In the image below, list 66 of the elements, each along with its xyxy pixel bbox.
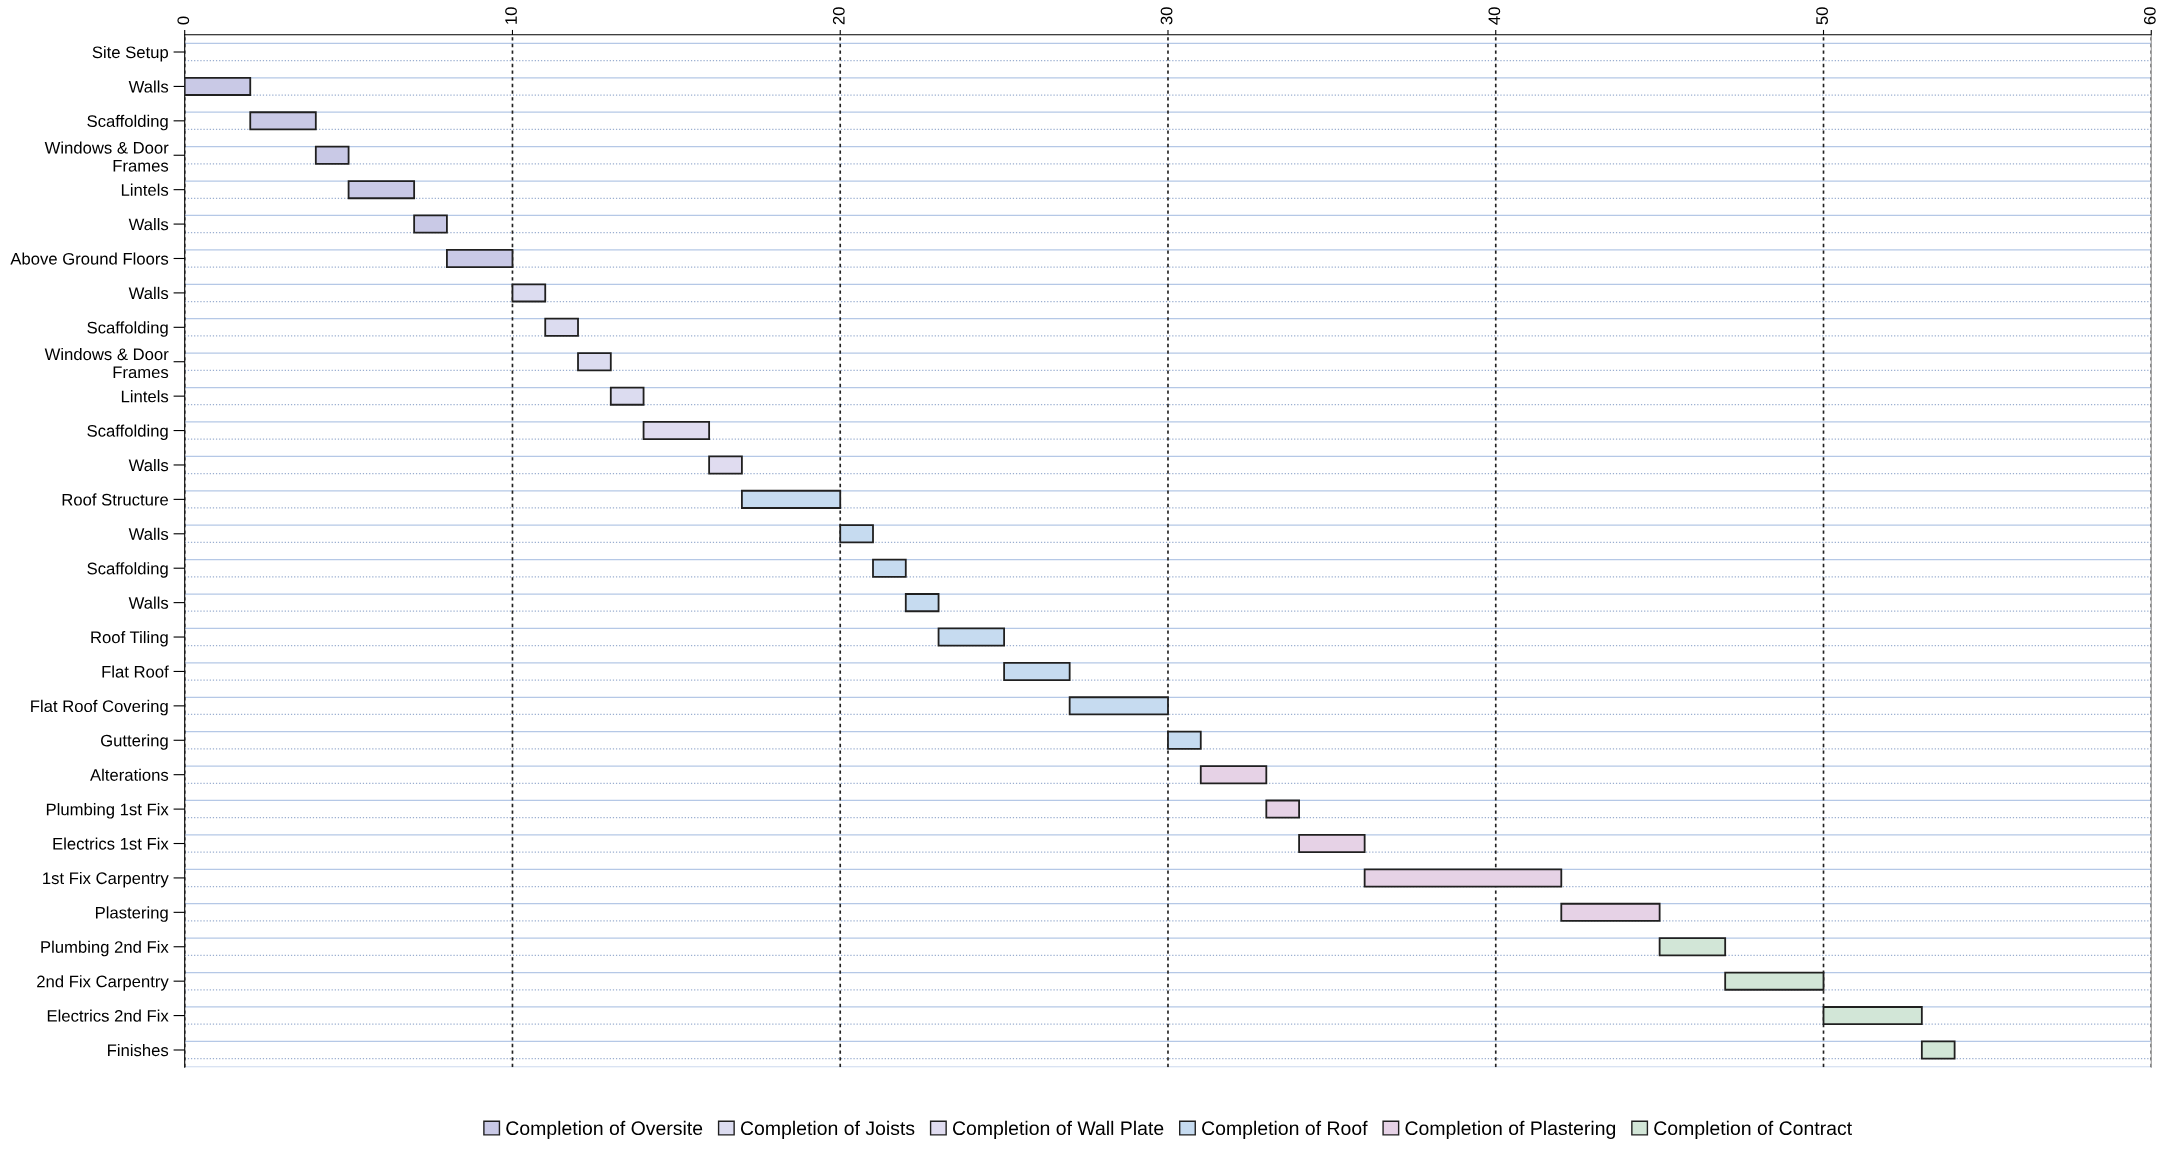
y-tick-label: Roof Tiling [91,630,168,647]
bar [577,352,612,372]
y-tick-label: Walls [128,596,169,609]
y-tick-label: Walls [128,286,169,300]
y-tick-label: Scaffolding [87,562,168,578]
legend-label: Completion of Oversite [506,1120,703,1139]
y-tick-label: Windows & Door Frames [44,347,169,379]
bar [249,111,317,131]
y-tick-label: Walls [128,458,169,472]
y-tick-label: Walls [128,218,169,231]
bar [904,593,940,613]
y-tick-label: Alterations [90,768,169,781]
bar [1298,834,1366,854]
y-tick-label: Scaffolding [87,114,168,131]
bar [1199,765,1268,785]
y-tick-label: Lintels [121,183,169,196]
y-tick-label: Guttering [101,734,168,750]
bar [413,214,448,234]
y-tick-label: Roof Structure [62,493,168,506]
legend-label: Completion of Joists [740,1120,915,1139]
bar [1265,799,1300,819]
y-tick-label: Scaffolding [87,424,168,441]
y-tick-label: Flat Roof Covering [31,699,168,716]
y-tick-label: Plumbing 1st Fix [46,803,169,819]
y-tick-label: Lintels [121,390,169,403]
y-tick-label: 2nd Fix Carpentry [37,975,169,991]
x-tick-label: 30 [1160,7,1173,25]
x-tick-label: 0 [177,16,190,25]
bar [314,145,350,165]
bar [511,283,547,303]
bar [347,180,416,200]
y-tick-label: Walls [128,527,169,540]
bar [446,248,514,268]
y-tick-label: Electrics 2nd Fix [47,1009,169,1022]
bar [1068,696,1169,716]
x-tick-label: 20 [832,7,845,25]
y-tick-label: Plumbing 2nd Fix [41,940,169,957]
x-tick-label: 50 [1816,7,1828,25]
bar [708,455,743,475]
bar [1658,937,1727,957]
legend-label: Completion of Wall Plate [952,1120,1164,1139]
y-tick-label: 1st Fix Carpentry [43,871,169,888]
bar [872,558,907,578]
bar [1003,661,1071,681]
legend-label: Completion of Roof [1202,1120,1368,1139]
bar [609,386,645,406]
legend-label: Completion of Plastering [1405,1120,1616,1139]
y-tick-label: Scaffolding [87,321,168,337]
bar [740,489,842,509]
bar [937,627,1006,647]
y-tick-label: Flat Roof [102,665,169,678]
y-tick-label: Windows & Door Frames [44,141,169,172]
x-tick-label: 40 [1488,7,1501,25]
y-tick-label: Site Setup [92,45,169,62]
y-tick-label: Finishes [108,1043,169,1057]
bar [544,317,579,337]
legend-label: Completion of Contract [1654,1120,1852,1139]
y-tick-label: Above Ground Floors [10,252,169,265]
y-tick-label: Electrics 1st Fix [53,837,169,850]
x-tick-label: 60 [2143,7,2156,25]
x-tick-label: 10 [505,7,517,24]
y-tick-label: Plastering [95,906,168,922]
y-tick-label: Walls [128,80,169,93]
bar [642,421,711,441]
bar [1920,1040,1956,1060]
bar [1560,902,1661,922]
